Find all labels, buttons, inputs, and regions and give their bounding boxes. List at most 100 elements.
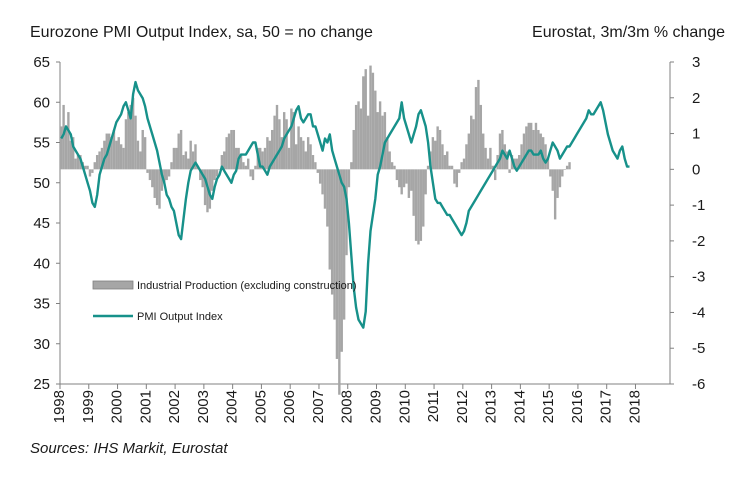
ip-bar bbox=[342, 169, 346, 320]
right-axis-ticks: 3 2 1 0 -1 -2 -3 -4 -5 -6 bbox=[670, 54, 705, 393]
ip-bar bbox=[184, 151, 188, 170]
ip-bar bbox=[508, 169, 511, 173]
ip-bar bbox=[532, 129, 535, 170]
x-tick-label: 2000 bbox=[109, 390, 126, 423]
ip-bar bbox=[230, 129, 233, 170]
ip-bar bbox=[302, 140, 305, 170]
ip-bar bbox=[131, 97, 135, 170]
ip-bar bbox=[546, 158, 550, 170]
x-tick-label: 2014 bbox=[511, 390, 528, 423]
left-tick-label: 25 bbox=[33, 376, 50, 393]
ip-bar bbox=[460, 162, 463, 170]
ip-bar bbox=[285, 119, 288, 170]
ip-bar bbox=[438, 129, 442, 170]
ip-bar bbox=[529, 122, 533, 170]
ip-bar bbox=[244, 165, 248, 170]
ip-bar bbox=[179, 129, 183, 170]
ip-bar bbox=[486, 158, 490, 170]
ip-bar bbox=[306, 137, 310, 170]
ip-bar bbox=[525, 126, 528, 170]
x-tick-label: 1999 bbox=[80, 390, 97, 423]
ip-bar bbox=[431, 137, 435, 170]
x-tick-label: 2001 bbox=[137, 390, 154, 423]
ip-bar bbox=[388, 151, 391, 170]
ip-bar bbox=[155, 169, 159, 206]
ip-bar bbox=[110, 137, 113, 170]
ip-bar bbox=[263, 147, 267, 170]
ip-bar bbox=[371, 72, 375, 170]
ip-bar bbox=[64, 126, 68, 170]
ip-bar bbox=[563, 169, 566, 170]
ip-bar bbox=[482, 133, 485, 170]
x-tick-label: 2003 bbox=[195, 390, 212, 423]
ip-bar bbox=[556, 169, 559, 198]
ip-bar bbox=[362, 76, 365, 170]
ip-bar bbox=[232, 129, 236, 170]
ip-bar bbox=[143, 137, 147, 170]
ip-bar bbox=[275, 104, 279, 170]
ip-bar bbox=[376, 112, 379, 170]
chart: 65 60 55 50 45 40 35 30 25 3 2 1 0 -1 -2 -3 -4 -5 -6 1998… bbox=[33, 54, 705, 423]
ip-bar bbox=[426, 165, 430, 170]
ip-bar bbox=[146, 169, 149, 173]
ip-bar bbox=[223, 151, 226, 170]
ip-bar bbox=[386, 137, 389, 170]
ip-bar bbox=[390, 162, 394, 170]
ip-bar bbox=[330, 169, 334, 295]
ip-bar bbox=[378, 101, 382, 170]
ip-bar bbox=[86, 165, 89, 170]
ip-bar bbox=[314, 162, 317, 170]
ip-bar bbox=[419, 169, 423, 241]
ip-bar bbox=[458, 169, 461, 173]
ip-bar bbox=[170, 162, 173, 170]
ip-bar bbox=[67, 112, 70, 170]
ip-bar bbox=[271, 129, 274, 170]
ip-bar bbox=[505, 151, 509, 170]
left-tick-label: 30 bbox=[33, 336, 50, 353]
ip-bar bbox=[218, 169, 221, 170]
ip-bar bbox=[259, 147, 262, 170]
ip-bar bbox=[134, 115, 137, 170]
ip-bar bbox=[443, 155, 447, 170]
ip-bar bbox=[522, 133, 526, 170]
left-axis-ticks: 65 60 55 50 45 40 35 30 25 bbox=[33, 54, 60, 393]
ip-bar bbox=[278, 119, 281, 170]
ip-bar bbox=[213, 169, 216, 181]
x-tick-label: 2008 bbox=[339, 390, 356, 423]
x-tick-label: 2017 bbox=[598, 390, 615, 423]
ip-bar bbox=[354, 104, 358, 170]
ip-bar bbox=[100, 147, 104, 170]
ip-bar bbox=[76, 155, 80, 170]
ip-bar bbox=[328, 169, 331, 270]
ip-bar bbox=[167, 169, 171, 177]
ip-bar bbox=[148, 169, 152, 181]
ip-bar bbox=[83, 165, 87, 170]
ip-bar bbox=[88, 169, 92, 177]
ip-bar bbox=[398, 169, 401, 188]
ip-bar bbox=[417, 169, 420, 245]
ip-bar bbox=[292, 112, 295, 170]
ip-bar bbox=[393, 165, 396, 170]
x-tick-label: 2009 bbox=[368, 390, 385, 423]
x-tick-label: 2011 bbox=[425, 390, 442, 422]
ip-bar bbox=[345, 169, 348, 256]
ip-bar bbox=[211, 169, 214, 191]
ip-bar bbox=[369, 65, 372, 170]
right-tick-label: -5 bbox=[692, 340, 705, 357]
ip-bar bbox=[112, 129, 116, 170]
ip-bar bbox=[199, 169, 202, 181]
right-tick-label: 3 bbox=[692, 54, 700, 71]
ip-bar bbox=[498, 133, 502, 170]
ip-bar bbox=[335, 169, 339, 359]
x-tick-label: 2010 bbox=[396, 390, 413, 423]
ip-bar bbox=[410, 169, 413, 191]
ip-bar bbox=[172, 147, 176, 170]
ip-bar bbox=[450, 165, 454, 170]
ip-bar bbox=[422, 169, 425, 227]
ip-bar bbox=[191, 151, 195, 170]
x-tick-label: 2018 bbox=[626, 390, 643, 423]
ip-bar bbox=[239, 155, 243, 170]
right-tick-label: -1 bbox=[692, 197, 705, 214]
right-tick-label: 1 bbox=[692, 126, 700, 143]
ip-bar bbox=[103, 140, 106, 170]
